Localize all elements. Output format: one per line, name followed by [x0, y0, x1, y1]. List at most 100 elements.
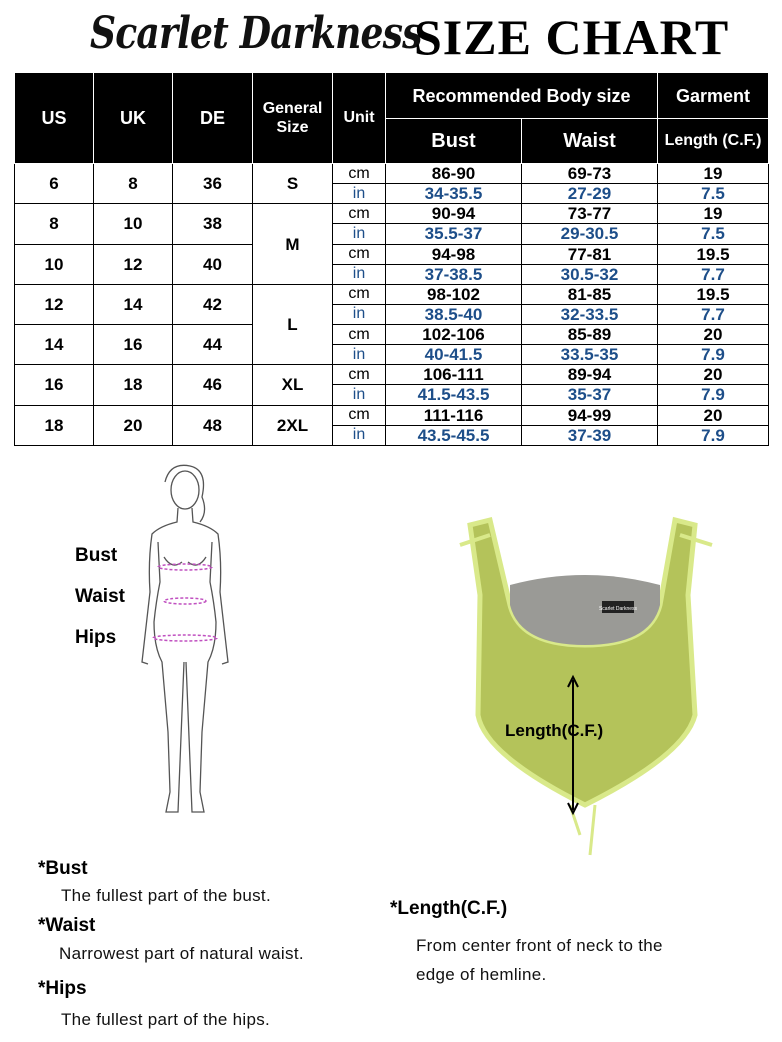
cell-waist: 73-77: [521, 203, 658, 225]
cell-uk: 18: [93, 364, 173, 406]
cell-waist: 85-89: [521, 323, 658, 346]
header-unit: Unit: [332, 72, 386, 164]
brand-logo: Scarlet Darkness: [90, 8, 422, 59]
cell-waist: 35-37: [521, 384, 658, 406]
garment-length-label: Length(C.F.): [505, 721, 604, 740]
cell-de: 48: [172, 404, 253, 446]
cell-waist: 30.5-32: [521, 263, 658, 285]
cell-length: 19: [657, 203, 769, 225]
cell-length: 20: [657, 364, 769, 386]
table-row: in 37-38.5 30.5-32 7.7: [15, 263, 769, 285]
cell-de: 44: [172, 323, 253, 366]
cell-waist: 33.5-35: [521, 344, 658, 366]
cell-bust: 86-90: [385, 162, 522, 185]
body-figure-illustration: [141, 464, 229, 813]
header-length: Length (C.F.): [657, 118, 769, 164]
table-row: 10 12 40 cm 94-98 77-81 19.5: [14, 243, 769, 285]
cell-bust: 37-38.5: [385, 263, 522, 285]
header-de: DE: [172, 72, 253, 164]
cell-length: 7.9: [657, 424, 769, 446]
cell-us: 8: [14, 203, 94, 245]
cell-length: 20: [657, 323, 769, 346]
cell-length: 19: [657, 162, 769, 185]
cell-bust: 102-106: [385, 323, 522, 346]
cell-waist: 77-81: [521, 243, 658, 265]
cell-unit: in: [332, 303, 386, 326]
cell-us: 18: [14, 404, 94, 446]
table-row: 18 20 48 2XL cm 111-116 94-99 20: [14, 404, 769, 446]
cell-de: 46: [172, 364, 253, 406]
cell-de: 36: [172, 162, 253, 205]
table-row: in 41.5-43.5 35-37 7.9: [15, 384, 769, 406]
corset-product-image: Scarlet Darkness: [459, 516, 713, 856]
cell-length: 19.5: [657, 243, 769, 265]
cell-bust: 90-94: [385, 203, 522, 225]
figure-label-bust: Bust: [75, 545, 118, 566]
garment-tag: Scarlet Darkness: [599, 606, 638, 612]
cell-waist: 27-29: [521, 183, 658, 205]
cell-waist: 32-33.5: [521, 303, 658, 326]
cell-bust: 41.5-43.5: [385, 384, 522, 406]
header-bust: Bust: [385, 118, 522, 164]
cell-bust: 111-116: [385, 404, 522, 426]
cell-waist: 37-39: [521, 424, 658, 446]
cell-unit: in: [332, 384, 386, 406]
cell-us: 6: [14, 162, 94, 205]
header-garment: Garment: [657, 72, 769, 119]
cell-unit: in: [332, 183, 386, 205]
cell-unit: in: [332, 344, 386, 366]
cell-length: 20: [657, 404, 769, 426]
header-us: US: [14, 72, 94, 164]
cell-unit: cm: [332, 283, 386, 305]
page-title: SIZE CHART: [414, 9, 730, 65]
cell-de: 40: [172, 243, 253, 285]
cell-bust: 106-111: [385, 364, 522, 386]
cell-unit: cm: [332, 243, 386, 265]
cell-length: 7.5: [657, 183, 769, 205]
note-hips-text: The fullest part of the hips.: [61, 1010, 271, 1029]
table-row: in 40-41.5 33.5-35 7.9: [15, 344, 769, 366]
header-recommended: Recommended Body size: [385, 72, 658, 119]
table-row: in 43.5-45.5 37-39 7.9: [15, 424, 769, 446]
header-waist: Waist: [521, 118, 658, 164]
cell-general-size: 2XL: [252, 404, 333, 446]
cell-bust: 38.5-40: [385, 303, 522, 326]
cell-uk: 8: [93, 162, 173, 205]
note-waist-title: *Waist: [38, 915, 96, 936]
cell-waist: 81-85: [521, 283, 658, 305]
cell-uk: 10: [93, 203, 173, 245]
table-row: in 38.5-40 32-33.5 7.7: [15, 303, 769, 326]
table-row: 16 18 46 XL cm 106-111 89-94 20: [14, 364, 769, 406]
cell-unit: in: [332, 223, 386, 245]
cell-unit: in: [332, 424, 386, 446]
cell-bust: 35.5-37: [385, 223, 522, 245]
cell-us: 16: [14, 364, 94, 406]
cell-uk: 12: [93, 243, 173, 285]
cell-general-size: L: [252, 283, 333, 366]
cell-us: 12: [14, 283, 94, 326]
cell-length: 7.9: [657, 384, 769, 406]
cell-length: 19.5: [657, 283, 769, 305]
cell-bust: 40-41.5: [385, 344, 522, 366]
cell-length: 7.7: [657, 303, 769, 326]
cell-bust: 94-98: [385, 243, 522, 265]
note-length-text-1: From center front of neck to the: [416, 936, 663, 955]
cell-length: 7.5: [657, 223, 769, 245]
figure-label-hips: Hips: [75, 627, 117, 648]
cell-waist: 29-30.5: [521, 223, 658, 245]
cell-unit: cm: [332, 203, 386, 225]
cell-waist: 94-99: [521, 404, 658, 426]
cell-unit: cm: [332, 323, 386, 346]
note-waist-text: Narrowest part of natural waist.: [59, 944, 304, 963]
cell-bust: 98-102: [385, 283, 522, 305]
cell-waist: 89-94: [521, 364, 658, 386]
cell-general-size: M: [252, 203, 333, 285]
cell-length: 7.7: [657, 263, 769, 285]
note-hips-title: *Hips: [38, 978, 87, 999]
cell-bust: 43.5-45.5: [385, 424, 522, 446]
cell-us: 14: [14, 323, 94, 366]
size-chart-table: US UK DE General Size Unit Recommended B…: [14, 72, 769, 446]
